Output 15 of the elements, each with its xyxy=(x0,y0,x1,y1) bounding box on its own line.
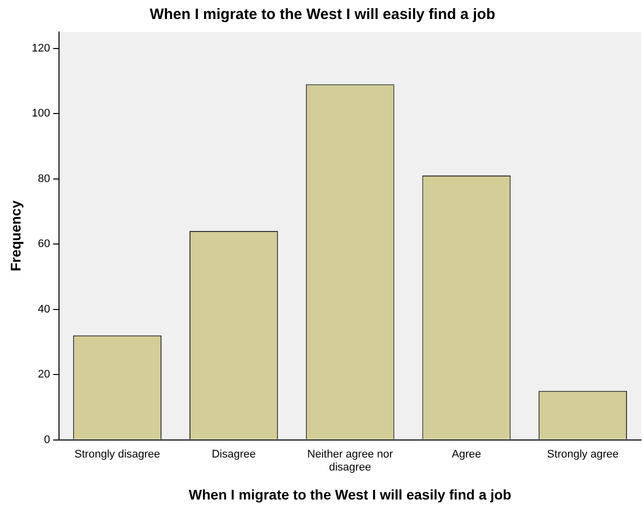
y-axis-title: Frequency xyxy=(7,200,24,272)
y-tick-label: 20 xyxy=(38,368,50,381)
y-tick-label: 80 xyxy=(38,172,50,185)
x-tick-label: Agree xyxy=(452,448,482,460)
x-tick-label: Strongly disagree xyxy=(74,448,160,460)
y-tick-label: 0 xyxy=(44,434,50,446)
x-tick-label: Disagree xyxy=(212,448,256,460)
y-tick-label: 100 xyxy=(32,108,50,120)
x-tick-label: Strongly agree xyxy=(547,448,619,460)
chart-title: When I migrate to the West I will easily find a job xyxy=(150,6,496,24)
y-tick-label: 40 xyxy=(38,303,50,316)
x-tick-label: Neither agree nor disagree xyxy=(307,448,394,474)
y-tick-label: 60 xyxy=(38,238,50,250)
y-tick-label: 120 xyxy=(32,42,50,54)
x-axis-title: When I migrate to the West I will easily find a job xyxy=(188,486,512,502)
